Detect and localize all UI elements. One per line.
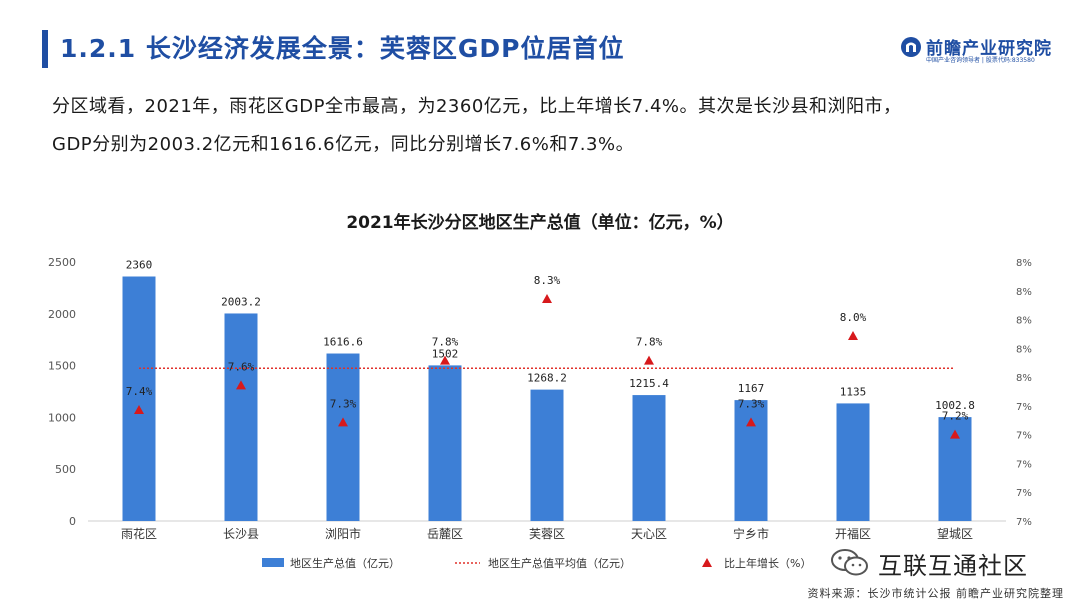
logo-subtext: 中国产业咨询领导者 | 股票代码:833580 (926, 57, 1035, 64)
growth-value-label: 7.8% (636, 336, 663, 349)
growth-marker-开福区 (848, 331, 858, 340)
y-right-tick-label: 7% (1016, 517, 1032, 528)
growth-marker-望城区 (950, 429, 960, 439)
bar-value-label: 1167 (738, 382, 765, 395)
x-tick-label: 雨花区 (121, 526, 157, 541)
y-right-tick-label: 8% (1016, 344, 1032, 355)
y-right-tick-label: 8% (1016, 316, 1032, 327)
growth-marker-长沙县 (236, 380, 246, 390)
y-left-tick-label: 1000 (48, 411, 76, 424)
growth-value-label: 7.8% (432, 336, 459, 349)
growth-value-label: 7.6% (228, 360, 255, 373)
y-left-tick-label: 2000 (48, 308, 76, 321)
page-title: 1.2.1 长沙经济发展全景：芙蓉区GDP位居首位 (60, 34, 625, 63)
chart-title: 2021年长沙分区地区生产总值（单位：亿元，%） (346, 213, 734, 233)
bar-长沙县 (224, 313, 258, 521)
y-right-tick-label: 7% (1016, 459, 1032, 470)
logo-icon (901, 37, 921, 57)
bar-天心区 (632, 395, 666, 521)
growth-value-label: 8.3% (534, 274, 561, 287)
y-left-tick-label: 2500 (48, 256, 76, 269)
y-left-tick-label: 1500 (48, 360, 76, 373)
bar-value-label: 1135 (840, 385, 867, 398)
bar-value-label: 1002.8 (935, 399, 975, 412)
legend-average-label: 地区生产总值平均值（亿元） (488, 556, 631, 570)
bar-value-label: 1616.6 (323, 336, 363, 349)
bar-浏阳市 (326, 353, 360, 521)
x-tick-label: 开福区 (835, 526, 871, 541)
source-note: 资料来源：长沙市统计公报 前瞻产业研究院整理 (807, 587, 1064, 600)
bar-value-label: 1215.4 (629, 377, 669, 390)
legend-bar-swatch (262, 558, 284, 567)
logo-text: 前瞻产业研究院 (926, 39, 1052, 59)
x-tick-label: 岳麓区 (427, 527, 463, 541)
brand-logo: 前瞻产业研究院 中国产业咨询领导者 | 股票代码:833580 (900, 34, 1051, 66)
x-tick-label: 长沙县 (223, 527, 259, 541)
bar-开福区 (836, 403, 870, 521)
y-right-tick-label: 8% (1016, 287, 1032, 298)
wechat-icon (831, 549, 868, 576)
growth-marker-宁乡市 (746, 417, 756, 427)
growth-value-label: 7.3% (330, 397, 357, 410)
x-tick-label: 天心区 (631, 527, 667, 541)
wechat-watermark: 互联互通社区 (830, 546, 1052, 580)
growth-marker-岳麓区 (440, 355, 450, 365)
y-right-tick-label: 8% (1016, 258, 1032, 269)
y-right-tick-label: 7% (1016, 402, 1032, 413)
growth-value-label: 7.3% (738, 397, 765, 410)
y-left-tick-label: 0 (69, 515, 76, 528)
growth-value-label: 7.4% (126, 385, 153, 398)
growth-marker-浏阳市 (338, 417, 348, 427)
growth-marker-雨花区 (134, 405, 144, 414)
growth-value-label: 7.2% (942, 410, 969, 423)
growth-marker-天心区 (644, 355, 654, 365)
bar-岳麓区 (428, 365, 462, 521)
legend-bar-label: 地区生产总值（亿元） (290, 556, 400, 570)
bar-芙蓉区 (530, 389, 564, 521)
y-right-tick-label: 8% (1016, 373, 1032, 384)
y-right-tick-label: 7% (1016, 488, 1032, 499)
bar-value-label: 1268.2 (527, 372, 567, 385)
x-tick-label: 芙蓉区 (529, 527, 565, 541)
growth-value-label: 8.0% (840, 311, 867, 324)
x-tick-label: 宁乡市 (733, 526, 769, 541)
bar-value-label: 2360 (126, 259, 153, 272)
summary-line-2: GDP分别为2003.2亿元和1616.6亿元，同比分别增长7.6%和7.3%。 (52, 134, 635, 155)
growth-marker-芙蓉区 (542, 294, 552, 303)
bar-value-label: 1502 (432, 347, 459, 360)
legend-growth-swatch (702, 558, 712, 567)
summary-line-1: 分区域看，2021年，雨花区GDP全市最高，为2360亿元，比上年增长7.4%。… (52, 96, 902, 117)
legend-growth-label: 比上年增长（%） (724, 556, 811, 570)
y-left-tick-label: 500 (55, 463, 76, 476)
title-accent-bar (42, 30, 48, 68)
summary-paragraph: 分区域看，2021年，雨花区GDP全市最高，为2360亿元，比上年增长7.4%。… (52, 88, 1042, 164)
x-tick-label: 望城区 (937, 527, 973, 541)
bar-雨花区 (122, 276, 156, 521)
watermark-text: 互联互通社区 (878, 552, 1028, 580)
x-tick-label: 浏阳市 (325, 526, 361, 541)
y-right-tick-label: 7% (1016, 431, 1032, 442)
bar-value-label: 2003.2 (221, 295, 261, 308)
